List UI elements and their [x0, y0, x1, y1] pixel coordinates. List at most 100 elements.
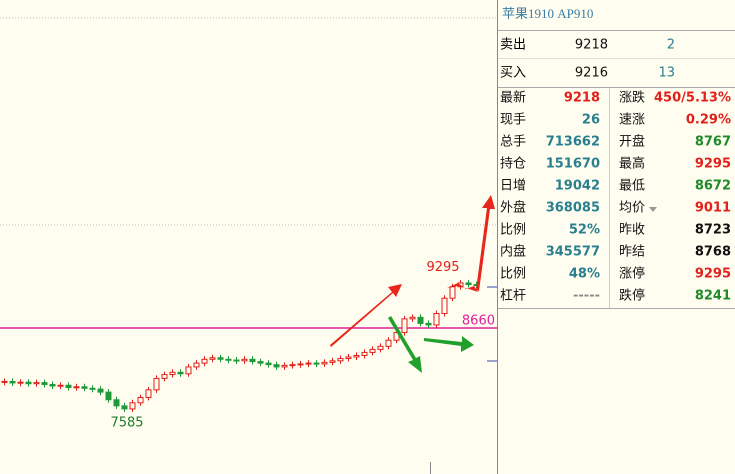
candle [33, 382, 40, 385]
candle [97, 388, 104, 393]
candle [289, 364, 296, 367]
candle [449, 286, 456, 299]
stat-value: 9295 [695, 267, 731, 282]
stat-label: 最新 [500, 90, 526, 106]
stat-value: 8723 [695, 223, 731, 238]
candle [425, 322, 432, 326]
candle [233, 359, 240, 362]
stat-value: 52% [569, 223, 600, 238]
candle [49, 383, 56, 387]
candle [185, 366, 192, 375]
stat-value: 26 [582, 113, 600, 128]
stat-value: 713662 [546, 135, 600, 150]
candle [113, 399, 120, 407]
stat-label: 内盘 [500, 244, 526, 260]
stat-value: 9218 [564, 91, 600, 106]
candle [129, 402, 136, 410]
chart: 9295 7585 8660 [0, 260, 497, 431]
stat-value: 368085 [546, 201, 600, 216]
stat-label: 均价 [619, 201, 645, 216]
stat-value: 8767 [695, 135, 731, 150]
stat-value: 8241 [695, 289, 731, 304]
candle [225, 358, 232, 361]
candle [65, 384, 72, 389]
stat-label: 总手 [500, 135, 526, 150]
candle [201, 358, 208, 364]
candle [329, 360, 336, 363]
candle [297, 363, 304, 366]
arrow [424, 336, 474, 352]
candle [385, 339, 392, 347]
candle [73, 386, 80, 389]
stat-label: 昨收 [619, 223, 645, 238]
candle [145, 389, 152, 398]
candle [193, 362, 200, 368]
candle [313, 362, 320, 365]
candle [249, 358, 256, 363]
stat-label: 日增 [500, 179, 526, 194]
low-label: 7585 [110, 416, 143, 431]
stat-value: 0.29% [686, 113, 731, 128]
candle [433, 312, 440, 326]
stat-value: 9295 [695, 157, 731, 172]
arrow [388, 316, 422, 373]
quote-panel [498, 0, 735, 310]
candle [217, 357, 224, 360]
candle [105, 391, 112, 401]
stat-label: 最低 [619, 179, 645, 194]
stat-label: 涨停 [619, 266, 645, 282]
stat-value: 8768 [695, 245, 731, 260]
stat-label: 最高 [619, 156, 645, 172]
candle [209, 357, 216, 360]
candle [81, 386, 88, 389]
sell-qty: 2 [667, 38, 675, 53]
candle [321, 361, 328, 365]
sell-price: 9218 [575, 38, 608, 53]
candle [345, 356, 352, 360]
candle [161, 374, 168, 379]
arrow [330, 284, 402, 347]
candle [153, 377, 160, 391]
candle [337, 358, 344, 362]
candle [41, 382, 48, 385]
ref-label: 8660 [462, 314, 495, 329]
stat-value: 345577 [546, 245, 600, 260]
stat-label: 持仓 [500, 157, 526, 172]
candle [465, 282, 472, 285]
candle [377, 345, 384, 350]
stat-label: 昨结 [619, 245, 645, 260]
stat-label: 开盘 [619, 134, 645, 150]
candle [137, 396, 144, 404]
candle [169, 371, 176, 376]
dropdown-icon[interactable] [649, 207, 657, 212]
candle [25, 381, 32, 385]
candle [417, 316, 424, 324]
stat-value: 9011 [695, 201, 731, 216]
stat-label: 跌停 [619, 288, 645, 304]
candle [369, 348, 376, 353]
candle [257, 361, 264, 364]
stat-label: 比例 [500, 223, 526, 238]
candle [241, 358, 248, 362]
candle [353, 354, 360, 358]
candle [305, 362, 312, 365]
stat-value: ----- [573, 289, 600, 304]
stat-value: 8672 [695, 179, 731, 194]
candle [57, 384, 64, 387]
candle [121, 405, 128, 410]
candle [401, 318, 408, 334]
buy-label: 买入 [500, 66, 526, 81]
candle [273, 364, 280, 368]
stat-value: 450/5.13% [654, 91, 731, 106]
stat-label: 速涨 [619, 113, 645, 128]
candle [265, 362, 272, 366]
stat-value: 19042 [555, 179, 600, 194]
stat-label: 现手 [500, 113, 526, 128]
candle [441, 297, 448, 314]
candle [281, 364, 288, 368]
arrow [476, 195, 495, 291]
buy-price: 9216 [575, 66, 608, 81]
stat-label: 涨跌 [619, 90, 645, 106]
